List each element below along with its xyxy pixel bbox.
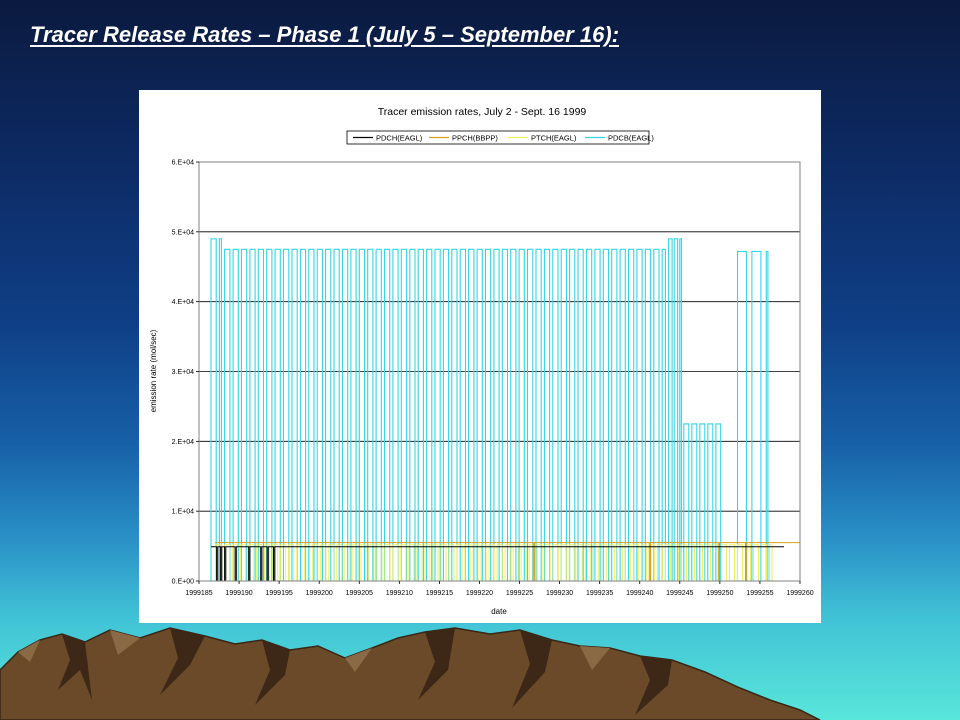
series-layer bbox=[210, 238, 800, 582]
x-tick-label: 1999260 bbox=[786, 590, 813, 597]
x-tick-label: 1999250 bbox=[706, 590, 733, 597]
series-line-pdcb-eagl bbox=[210, 238, 769, 582]
x-tick-label: 1999210 bbox=[386, 590, 413, 597]
legend-entry: PDCH(EAGL) bbox=[376, 134, 423, 143]
y-tick-label: 4.E+04 bbox=[172, 299, 194, 306]
legend-entry: PTCH(EAGL) bbox=[531, 134, 577, 143]
y-tick-label: 0.E+00 bbox=[172, 579, 194, 586]
x-tick-label: 1999230 bbox=[546, 590, 573, 597]
x-tick-label: 1999215 bbox=[426, 590, 453, 597]
slide-title: Tracer Release Rates – Phase 1 (July 5 –… bbox=[30, 22, 620, 47]
x-tick-label: 1999205 bbox=[346, 590, 373, 597]
y-tick-label: 5.E+04 bbox=[172, 229, 194, 236]
legend-entry: PPCH(BBPP) bbox=[452, 134, 498, 143]
legend-entry: PDCB(EAGL) bbox=[608, 134, 654, 143]
x-tick-label: 1999235 bbox=[586, 590, 613, 597]
legend-box bbox=[346, 130, 650, 145]
x-axis-label: date bbox=[491, 607, 507, 616]
x-tick-label: 1999190 bbox=[225, 590, 252, 597]
x-tick-label: 1999240 bbox=[626, 590, 653, 597]
y-tick-label: 3.E+04 bbox=[172, 369, 194, 376]
mountain-landscape bbox=[0, 627, 821, 720]
x-tick-label: 1999195 bbox=[266, 590, 293, 597]
emission-rate-chart: Tracer emission rates, July 2 - Sept. 16… bbox=[149, 106, 814, 616]
x-tick-label: 1999225 bbox=[506, 590, 533, 597]
x-tick-label: 1999200 bbox=[306, 590, 333, 597]
y-axis-label: emission rate (mol/sec) bbox=[149, 329, 158, 412]
x-tick-label: 1999255 bbox=[746, 590, 773, 597]
chart-title: Tracer emission rates, July 2 - Sept. 16… bbox=[378, 106, 587, 118]
y-tick-label: 6.E+04 bbox=[172, 160, 194, 167]
x-tick-label: 1999220 bbox=[466, 590, 493, 597]
y-tick-label: 1.E+04 bbox=[172, 509, 194, 516]
x-axis-ticks: 1999185 1999190 1999195 1999200 1999205 19992… bbox=[185, 581, 814, 597]
x-tick-label: 1999185 bbox=[185, 590, 212, 597]
chart-panel: Tracer emission rates, July 2 - Sept. 16… bbox=[139, 90, 821, 623]
y-tick-label: 2.E+04 bbox=[172, 439, 194, 446]
series-line-pdch-eagl bbox=[211, 546, 784, 582]
x-tick-label: 1999245 bbox=[666, 590, 693, 597]
mountain-shadows bbox=[58, 628, 672, 715]
mountain-range bbox=[0, 627, 821, 720]
y-axis-ticks: 0.E+00 1.E+04 2.E+04 3.E+04 4.E+04 5.E+04 6.E+… bbox=[172, 160, 199, 586]
chart-legend: PDCH(EAGL) PPCH(BBPP) PTCH(EAGL) PDCB(EAGL) bbox=[346, 130, 654, 145]
